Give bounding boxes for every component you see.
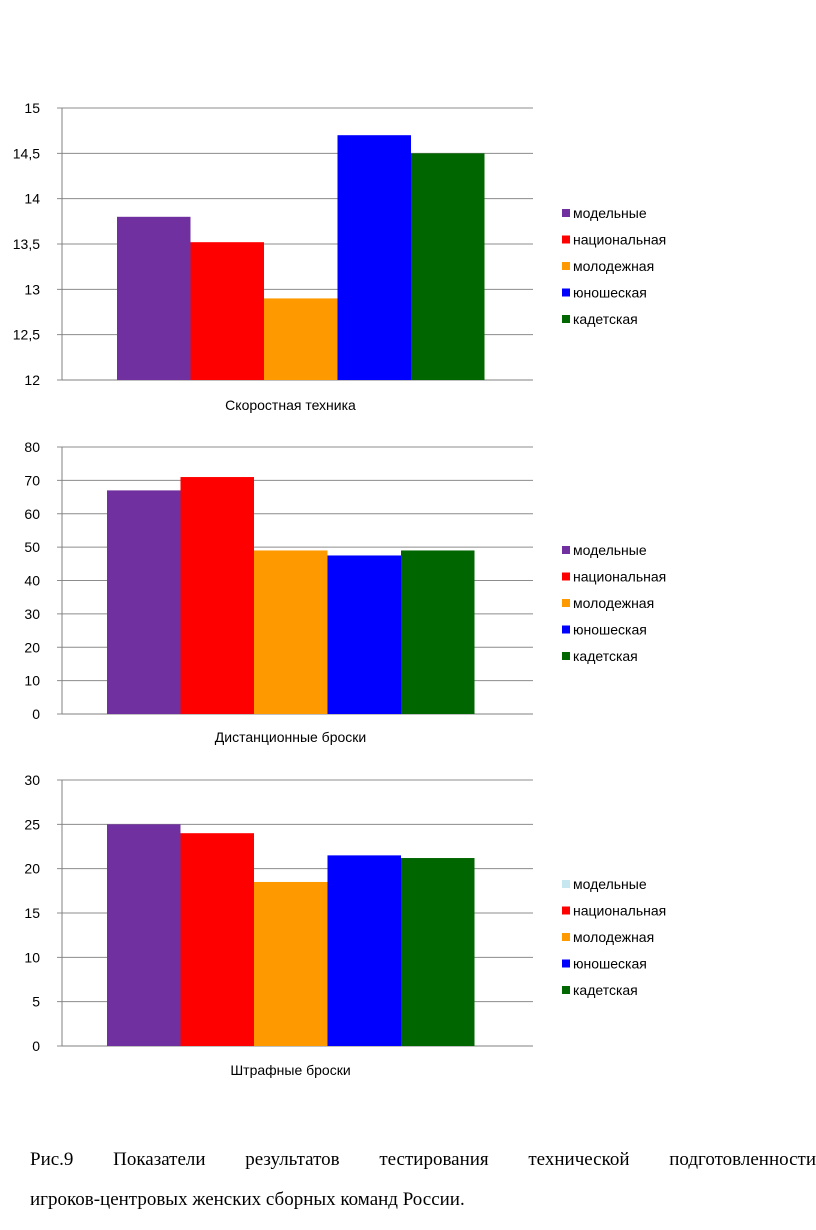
y-tick-label: 13,5 [13,236,40,252]
legend-swatch [562,880,570,888]
legend-label: модельные [573,205,647,221]
legend: модельные национальная молодежная юношеская… [562,876,666,998]
legend: модельные национальная молодежная юношеская… [562,542,666,664]
bar-юношеская [337,135,411,380]
legend-swatch [562,209,570,217]
bar-модельные [107,490,181,714]
bar-кадетская [401,858,475,1046]
bar-молодежная [254,881,328,1046]
y-tick-label: 60 [24,506,40,522]
legend-label: кадетская [573,982,638,998]
legend-swatch [562,625,570,634]
legend-swatch [562,652,570,660]
legend: модельные национальная молодежная юношеская… [562,205,666,327]
legend-swatch [562,986,570,994]
chart-1: 12 12,5 13 13,5 14 14,5 15 Скоростная техника мо… [13,100,666,413]
y-tick-label: 30 [24,606,40,622]
legend-label: кадетская [573,648,638,664]
y-tick-label: 70 [24,472,40,488]
y-tick-label: 20 [24,861,40,877]
legend-label: кадетская [573,311,638,327]
legend-label: модельные [573,542,647,558]
legend-swatch [562,959,570,968]
x-axis-label: Скоростная техника [225,397,356,413]
legend-label: молодежная [573,595,654,611]
legend-swatch [562,572,570,581]
legend-swatch [562,235,570,244]
y-tick-label: 5 [32,994,40,1010]
charts-figure: 12 12,5 13 13,5 14 14,5 15 Скоростная техника мо… [13,100,666,1078]
legend-swatch [562,288,570,297]
legend-swatch [562,906,570,915]
y-tick-label: 25 [24,816,40,832]
y-tick-label: 10 [24,673,40,689]
legend-swatch [562,262,570,270]
figure-caption-line-1: Рис.9 Показатели результатов тестировани… [30,1149,816,1170]
bar-кадетская [401,550,475,714]
legend-label: юношеская [573,956,647,972]
bar-национальная [180,833,254,1046]
y-tick-label: 13 [24,281,40,297]
bar-юношеская [327,555,401,714]
y-tick-label: 30 [24,772,40,788]
bar-юношеская [327,855,401,1046]
chart-2: 0 10 20 30 40 50 60 70 80 Дистанционные броски мод… [24,439,666,745]
y-tick-label: 15 [24,100,40,116]
legend-label: национальная [573,903,666,919]
y-tick-label: 80 [24,439,40,455]
y-tick-label: 0 [32,1038,40,1054]
legend-label: национальная [573,232,666,248]
bar-кадетская [411,153,485,380]
legend-swatch [562,599,570,607]
y-tick-label: 14 [24,191,40,207]
legend-swatch [562,315,570,323]
legend-label: юношеская [573,622,647,638]
legend-label: молодежная [573,258,654,274]
bar-национальная [190,242,264,380]
bar-национальная [180,477,254,714]
bar-молодежная [254,550,328,714]
y-tick-label: 0 [32,706,40,722]
y-tick-label: 15 [24,905,40,921]
legend-label: национальная [573,569,666,585]
y-tick-label: 20 [24,639,40,655]
y-tick-label: 50 [24,539,40,555]
figure-caption-line-2: игроков-центровых женских сборных команд… [30,1189,465,1210]
legend-swatch [562,933,570,941]
bar-модельные [107,824,181,1046]
y-tick-label: 12 [24,372,40,388]
y-tick-label: 40 [24,573,40,589]
chart-3: 0 5 10 15 20 25 30 Штрафные броски модельные наци… [24,772,666,1078]
y-tick-label: 10 [24,949,40,965]
legend-label: модельные [573,876,647,892]
y-tick-label: 14,5 [13,145,40,161]
legend-swatch [562,546,570,554]
x-axis-label: Дистанционные броски [215,729,366,745]
y-tick-label: 12,5 [13,327,40,343]
bar-молодежная [264,298,338,380]
legend-label: молодежная [573,929,654,945]
x-axis-label: Штрафные броски [230,1062,350,1078]
legend-label: юношеская [573,285,647,301]
bar-модельные [117,216,191,380]
